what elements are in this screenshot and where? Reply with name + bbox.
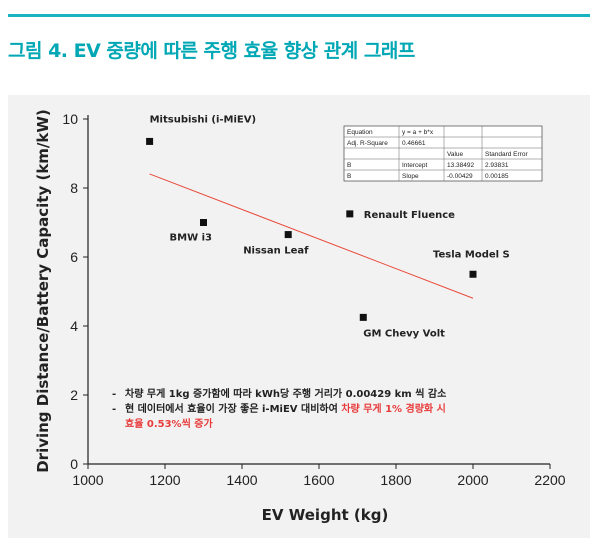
note-line: 효율 0.53%씩 증가 [125, 417, 213, 430]
fit-line-group [149, 173, 474, 299]
point-label: Renault Fluence [364, 210, 455, 221]
x-tick-label: 1200 [149, 472, 180, 488]
x-tick-label: 2200 [534, 472, 565, 488]
note-line: 차량 무게 1kg 증가함에 따라 kWh당 주행 거리가 0.00429 km… [125, 387, 446, 400]
point-label: Tesla Model S [433, 249, 510, 260]
y-tick-label: 2 [70, 387, 78, 403]
table-frame [343, 125, 543, 182]
x-axis-title: EV Weight (kg) [262, 506, 389, 524]
table-cell: 13.38492 [447, 162, 474, 169]
table-cell: Equation [347, 129, 373, 136]
x-tick-label: 1400 [226, 472, 257, 488]
data-point [469, 270, 477, 278]
table-cell: Standard Error [485, 151, 528, 158]
table-cell: B [347, 173, 351, 180]
data-point [346, 210, 354, 218]
x-tick-label: 1600 [303, 472, 334, 488]
point-label: Nissan Leaf [243, 246, 309, 257]
table-cell: y = a + b*x [402, 129, 434, 136]
x-tick-label: 1000 [72, 472, 103, 488]
note-span: 현 데이터에서 효율이 가장 좋은 i-MiEV 대비하여 [125, 402, 341, 415]
top-rule [8, 14, 590, 17]
y-axis-title: Driving Distance/Battery Capacity (km/kW… [34, 109, 52, 473]
table-cell: 0.46661 [402, 140, 426, 147]
table-cell: 0.00185 [485, 173, 509, 180]
table-cell: Adj. R-Square [347, 140, 388, 147]
fit-line [149, 173, 474, 299]
point-label: Mitsubishi (i-MiEV) [150, 114, 256, 125]
y-tick-label: 10 [62, 111, 78, 127]
note-span: 차량 무게 1kg 증가함에 따라 kWh당 주행 거리가 0.00429 km… [125, 387, 446, 400]
y-tick-label: 4 [70, 318, 78, 334]
note-line: 현 데이터에서 효율이 가장 좋은 i-MiEV 대비하여 차량 무게 1% 경… [125, 402, 446, 415]
note-highlight: 차량 무게 1% 경량화 시 [341, 402, 446, 415]
table-cell: Value [447, 151, 464, 158]
table-cell: 2.93831 [485, 162, 509, 169]
x-tick-label: 2000 [457, 472, 488, 488]
note-bullet: - [112, 389, 116, 400]
axes: 1000 1200 1400 1600 1800 2000 2200 0 2 4 6 8 10 [62, 111, 565, 488]
table-cell: Intercept [402, 162, 427, 169]
x-tick-label: 1800 [380, 472, 411, 488]
fit-stats-table: Equation y = a + b*x Adj. R-Square 0.46661 V… [343, 125, 543, 182]
data-point [200, 219, 207, 226]
point-label: GM Chevy Volt [363, 328, 445, 339]
table-cell: Slope [402, 173, 419, 180]
y-tick-label: 6 [70, 249, 78, 265]
point-label: BMW i3 [170, 233, 213, 244]
figure-title: 그림 4. EV 중량에 따른 주행 효율 향상 관계 그래프 [8, 40, 415, 62]
data-point [284, 231, 292, 239]
note-bullet: - [112, 404, 116, 415]
table-cell: B [347, 162, 351, 169]
y-tick-label: 0 [70, 456, 78, 472]
y-tick-label: 8 [70, 180, 78, 196]
data-point [146, 137, 154, 145]
data-point [359, 313, 367, 321]
table-cell: -0.00429 [447, 173, 473, 180]
note-highlight: 효율 0.53%씩 증가 [125, 417, 213, 430]
chart-notes: - 차량 무게 1kg 증가함에 따라 kWh당 주행 거리가 0.00429 k… [112, 387, 446, 430]
data-points: Mitsubishi (i-MiEV) BMW i3 Nissan Leaf Rena… [146, 114, 510, 339]
